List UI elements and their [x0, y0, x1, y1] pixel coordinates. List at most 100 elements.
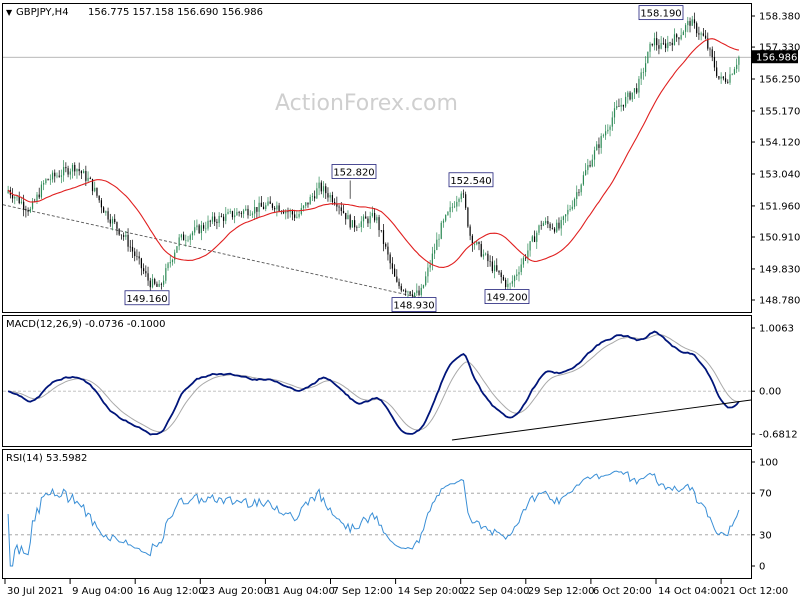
candle-body [651, 43, 653, 46]
candle-body [358, 227, 360, 228]
candle-body [689, 21, 691, 26]
candle-body [458, 199, 460, 202]
candle-body [476, 241, 478, 245]
price-tick-label: 156.250 [759, 75, 800, 86]
candle-body [54, 172, 56, 177]
candle-body [607, 129, 609, 132]
candle-body [291, 211, 294, 215]
candle-body [367, 218, 369, 224]
candle-body [644, 63, 647, 73]
candle-body [65, 167, 67, 169]
candle-body [565, 214, 567, 217]
time-tick-label: 16 Aug 12:00 [137, 586, 204, 597]
candle-body [11, 194, 14, 199]
chart-header: ▼ GBPJPY,H4 156.775 157.158 156.690 156.… [6, 7, 263, 18]
candle-body [49, 179, 51, 181]
candle-body [380, 230, 382, 231]
candle-body [156, 283, 158, 287]
price-annotation: 149.200 [484, 289, 530, 304]
current-price-label: 156.986 [756, 53, 797, 64]
candle-body [462, 193, 465, 195]
time-tick-label: 7 Sep 12:00 [332, 586, 392, 597]
candle-body [160, 283, 162, 285]
candle-body [227, 212, 229, 214]
time-tick-label: 14 Sep 20:00 [398, 586, 465, 597]
candle-body [460, 193, 462, 200]
candle-body [71, 164, 74, 172]
candle-body [131, 246, 134, 252]
candle-body [509, 283, 511, 285]
candle-body [67, 168, 69, 175]
macd-panel[interactable] [2, 315, 752, 447]
candle-body [111, 218, 114, 224]
candle-body [100, 200, 103, 208]
candle-body [736, 64, 738, 70]
time-tick-label: 6 Oct 20:00 [593, 586, 652, 597]
candle-body [585, 170, 587, 176]
candle-body [442, 220, 445, 223]
candle-body [245, 208, 247, 211]
candle-body [276, 205, 278, 210]
macd-title: MACD(12,26,9) -0.0736 -0.1000 [6, 319, 166, 330]
candle-body [662, 43, 664, 44]
candle-body [369, 215, 371, 224]
candle-body [322, 186, 325, 192]
candle-body [562, 216, 565, 221]
candle-body [500, 272, 502, 278]
candle-body [678, 37, 680, 40]
candle-body [709, 48, 711, 50]
candle-body [331, 195, 334, 203]
candle-body [600, 136, 602, 148]
candle-body [325, 186, 327, 194]
candle-body [314, 196, 316, 199]
candle-body [405, 290, 407, 293]
candle-body [56, 175, 58, 177]
candle-body [731, 74, 733, 75]
candle-body [198, 225, 200, 234]
candle-body [351, 220, 353, 228]
price-tick-label: 155.170 [759, 106, 800, 117]
candle-body [258, 202, 260, 212]
price-tick-label: 158.380 [759, 12, 800, 23]
candle-body [89, 177, 91, 179]
candle-body [365, 216, 367, 219]
candle-body [256, 207, 258, 212]
candle-body [205, 228, 207, 230]
candle-body [676, 34, 678, 38]
candle-body [602, 135, 604, 137]
rsi-panel[interactable] [2, 449, 752, 579]
candle-body [16, 196, 18, 198]
current-price-box [752, 50, 798, 64]
candle-body [722, 76, 724, 79]
candle-body [727, 81, 729, 83]
candle-body [374, 212, 376, 221]
candle-body [558, 222, 560, 229]
candle-body [151, 279, 154, 288]
candle-body [134, 251, 136, 257]
candle-body [125, 234, 127, 237]
candle-body [629, 92, 631, 100]
candle-body [260, 202, 262, 207]
candle-body [116, 222, 118, 229]
candle-body [636, 88, 638, 93]
candle-body [20, 201, 23, 204]
price-tick-label: 154.120 [759, 138, 800, 149]
candle-body [698, 33, 700, 35]
rsi-line [7, 470, 740, 567]
candle-body [660, 43, 662, 49]
candle-body [251, 213, 254, 215]
candle-body [311, 196, 314, 197]
candle-body [556, 222, 558, 232]
candle-body [447, 211, 449, 216]
macd-signal-line [8, 334, 739, 433]
candle-body [529, 241, 531, 251]
candle-body [385, 243, 387, 247]
price-panel[interactable] [2, 3, 752, 313]
candle-body [545, 221, 547, 224]
candle-body [496, 265, 498, 271]
candle-body [169, 262, 171, 264]
candle-body [202, 225, 205, 229]
candle-body [200, 225, 202, 234]
